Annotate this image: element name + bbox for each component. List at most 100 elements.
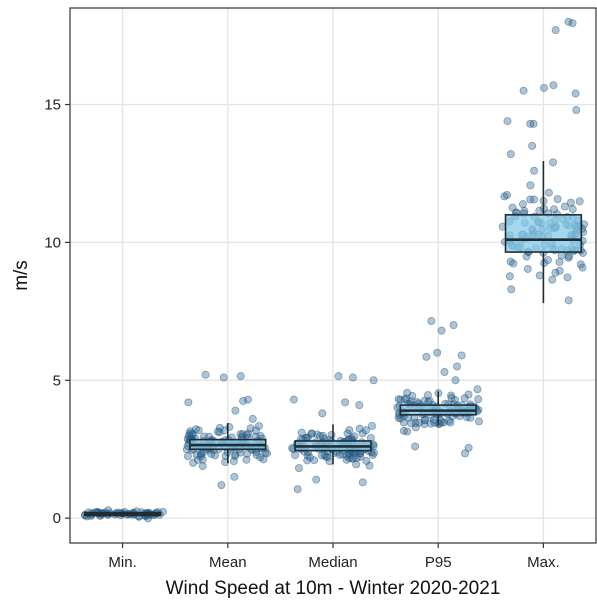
data-point [565,253,572,260]
data-point [507,151,514,158]
data-point [335,373,342,380]
data-point [260,456,267,463]
data-point [569,20,576,27]
data-point [458,352,465,359]
data-point [359,479,366,486]
data-point [428,317,435,324]
data-point [447,419,454,426]
data-point [290,396,297,403]
data-point [195,427,202,434]
data-point [237,431,244,438]
data-point [221,427,228,434]
data-point [351,433,358,440]
x-tick-label: Mean [209,554,247,571]
data-point [461,395,468,402]
data-point [370,377,377,384]
data-point [544,256,551,263]
data-point [569,206,576,213]
data-point [520,87,527,94]
data-point [552,26,559,33]
data-point [556,258,563,265]
data-point [573,106,580,113]
data-point [401,396,408,403]
data-point [453,363,460,370]
data-point [536,272,543,279]
data-point [503,191,510,198]
data-point [549,159,556,166]
data-point [508,286,515,293]
data-point [434,349,441,356]
data-point [400,427,407,434]
data-point [343,456,350,463]
data-point [356,402,363,409]
data-point [245,430,252,437]
data-point [507,258,514,265]
data-point [184,453,191,460]
data-point [294,486,301,493]
data-point [412,443,419,450]
y-tick-label: 10 [44,234,61,251]
data-point [524,265,531,272]
data-point [202,371,209,378]
data-point [438,327,445,334]
data-point [519,201,526,208]
data-point [426,397,433,404]
data-point [438,419,445,426]
axes: 0 5 10 15 Min. Mean Median P95 Max. [44,97,559,571]
data-point [362,427,369,434]
data-point [308,430,315,437]
x-tick-label: Max. [527,554,560,571]
data-point [328,431,335,438]
data-point [403,389,410,396]
data-point [319,410,326,417]
data-point [448,394,455,401]
data-point [452,377,459,384]
data-point [475,396,482,403]
data-point [529,142,536,149]
data-point [231,473,238,480]
x-tick-label: Min. [108,554,136,571]
data-point [576,198,583,205]
data-point [441,368,448,375]
data-point [218,481,225,488]
data-point [317,432,324,439]
data-point [530,167,537,174]
data-point [572,90,579,97]
data-point [344,430,351,437]
data-point [220,374,227,381]
data-point [475,418,482,425]
data-point [423,353,430,360]
data-point [552,269,559,276]
y-axis-title: m/s [11,260,32,291]
data-point [230,458,237,465]
data-point [239,397,246,404]
data-point [527,182,534,189]
data-point [474,386,481,393]
data-point [187,428,194,435]
data-point [214,428,221,435]
x-tick-label: Median [308,554,357,571]
data-point [561,203,568,210]
data-point [237,373,244,380]
data-point [249,415,256,422]
data-point [421,417,428,424]
x-axis-title: Wind Speed at 10m - Winter 2020-2021 [166,578,501,599]
data-point [199,456,206,463]
data-point [232,407,239,414]
data-point [565,297,572,304]
data-point [549,276,556,283]
data-point [349,374,356,381]
data-point [564,274,571,281]
data-point [431,419,438,426]
data-point [326,458,333,465]
data-point [295,465,302,472]
data-point [465,444,472,451]
y-tick-label: 0 [53,510,61,527]
data-point [342,399,349,406]
data-point [363,457,370,464]
data-point [527,120,534,127]
data-point [540,84,547,91]
data-point [554,195,561,202]
data-point [450,322,457,329]
